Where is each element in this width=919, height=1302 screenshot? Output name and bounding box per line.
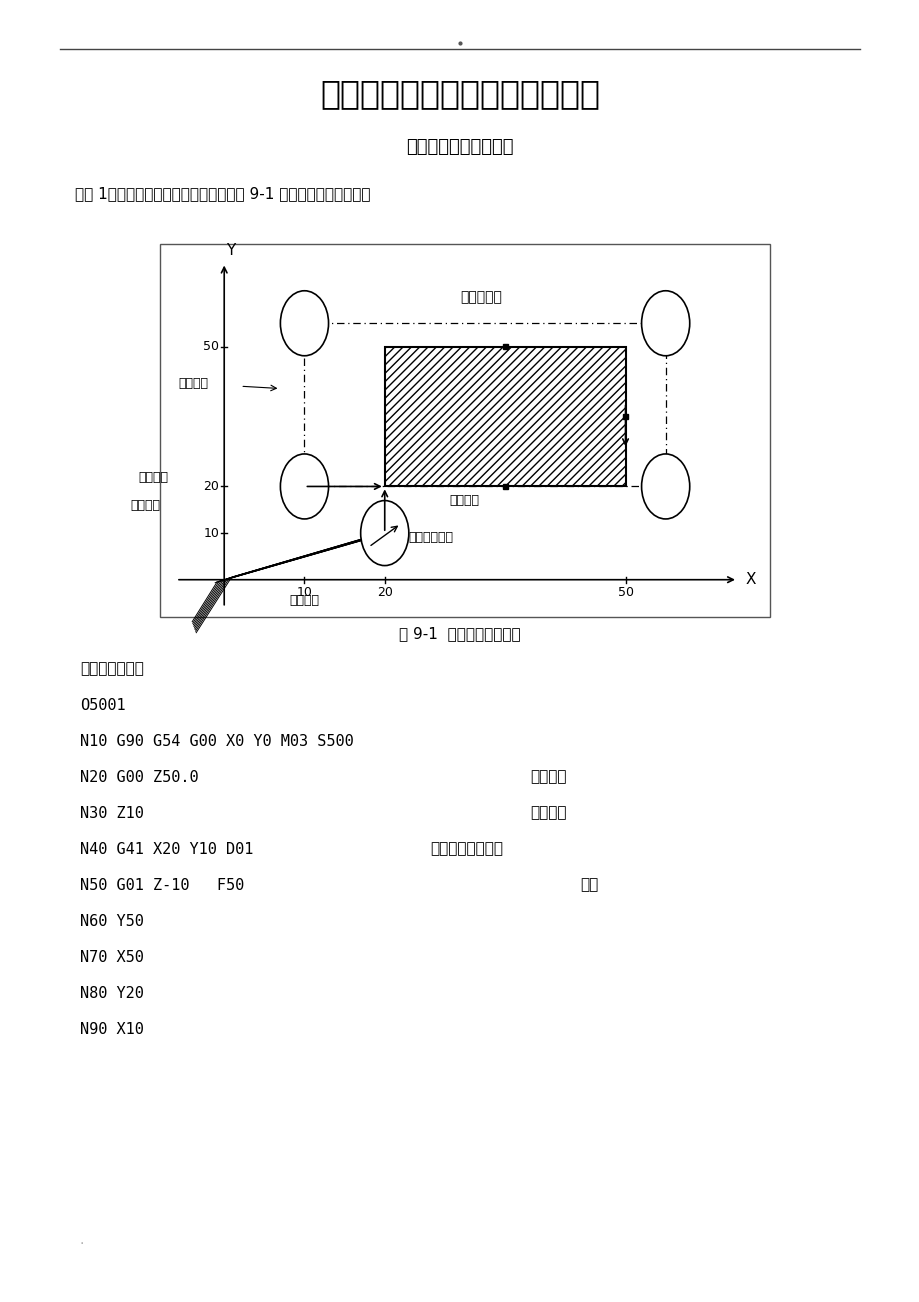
Ellipse shape (641, 454, 689, 519)
Text: 下刀: 下刀 (579, 878, 597, 892)
Text: 20: 20 (377, 586, 392, 599)
Text: 【例 1】使用刀具半径补偿功能完成如图 9-1 所示轮廓加工的编程。: 【例 1】使用刀具半径补偿功能完成如图 9-1 所示轮廓加工的编程。 (75, 186, 370, 202)
Ellipse shape (280, 454, 328, 519)
Text: 10: 10 (203, 526, 219, 539)
Ellipse shape (280, 290, 328, 355)
Text: N50 G01 Z-10   F50: N50 G01 Z-10 F50 (80, 878, 244, 892)
Text: 20: 20 (203, 480, 219, 493)
Text: 项目九：轮廓铣削加工: 项目九：轮廓铣削加工 (406, 138, 513, 156)
Text: N30 Z10: N30 Z10 (80, 806, 143, 820)
Text: N60 Y50: N60 Y50 (80, 914, 143, 928)
Text: X: X (745, 572, 755, 587)
Bar (502, 484, 507, 490)
Text: 刀补建立: 刀补建立 (289, 594, 319, 607)
Text: 图 9-1  刀具半径补偿过程: 图 9-1 刀具半径补偿过程 (399, 626, 520, 642)
Bar (622, 414, 628, 419)
Bar (384, 346, 625, 487)
Text: 刀补矢量: 刀补矢量 (138, 470, 168, 483)
Text: 编程轨迹: 编程轨迹 (448, 493, 479, 506)
Text: 参考高度: 参考高度 (529, 806, 566, 820)
Text: 50: 50 (203, 340, 219, 353)
Text: 刀补取消: 刀补取消 (130, 499, 160, 512)
Bar (160, 243, 769, 617)
Text: 参考程序如下：: 参考程序如下： (80, 661, 143, 677)
Text: 安全高度: 安全高度 (529, 769, 566, 785)
Text: .: . (80, 1233, 85, 1247)
Text: 建立刀具半径补偿: 建立刀具半径补偿 (429, 841, 503, 857)
Text: O5001: O5001 (80, 698, 126, 712)
Ellipse shape (360, 500, 408, 565)
Text: 模具零件数控铣削加工教学案例: 模具零件数控铣削加工教学案例 (320, 78, 599, 111)
Text: N10 G90 G54 G00 X0 Y0 M03 S500: N10 G90 G54 G00 X0 Y0 M03 S500 (80, 733, 354, 749)
Text: Y: Y (226, 243, 235, 258)
Text: 50: 50 (617, 586, 633, 599)
Text: 刀心轨迹: 刀心轨迹 (178, 378, 208, 391)
Bar (502, 344, 507, 349)
Text: N20 G00 Z50.0: N20 G00 Z50.0 (80, 769, 199, 785)
Text: N70 X50: N70 X50 (80, 949, 143, 965)
Text: 刀补进行中: 刀补进行中 (460, 290, 502, 305)
Text: N40 G41 X20 Y10 D01: N40 G41 X20 Y10 D01 (80, 841, 253, 857)
Text: N90 X10: N90 X10 (80, 1022, 143, 1036)
Text: N80 Y20: N80 Y20 (80, 986, 143, 1000)
Text: 10: 10 (296, 586, 312, 599)
Text: 法向刀补矢量: 法向刀补矢量 (408, 531, 453, 544)
Ellipse shape (641, 290, 689, 355)
